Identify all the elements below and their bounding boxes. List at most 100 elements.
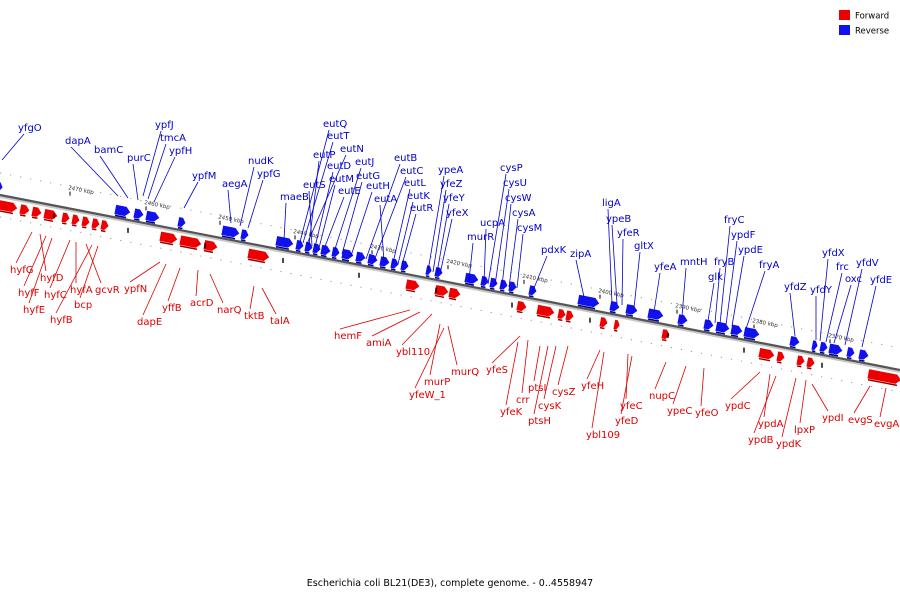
genome-backbone	[0, 193, 900, 372]
reverse-gene-label: ypfM	[192, 171, 216, 182]
forward-leader-line	[700, 367, 705, 407]
forward-gene-arrow	[612, 319, 621, 332]
reverse-gene-label: pdxK	[541, 245, 567, 256]
reverse-gene-label: eutK	[407, 191, 430, 202]
reverse-leader-line	[861, 285, 877, 348]
forward-gene-arrow	[795, 354, 806, 368]
reverse-gene-label: yfgO	[18, 123, 42, 134]
forward-gene-label: ptsI	[528, 383, 546, 394]
reverse-leader-line	[323, 196, 345, 250]
reverse-leader-line	[247, 179, 264, 229]
reverse-leader-line	[789, 292, 796, 337]
reverse-gene-arrow	[274, 235, 295, 250]
reverse-leader-line	[401, 213, 417, 266]
reverse-leader-line	[494, 188, 510, 286]
backbone-shadow	[0, 195, 900, 373]
reverse-leader-line	[341, 181, 363, 255]
forward-gene-label: yfeO	[695, 408, 719, 419]
reverse-leader-line	[333, 167, 362, 253]
reverse-leader-line	[844, 268, 863, 346]
forward-leader-line	[620, 355, 633, 415]
forward-gene-arrow	[60, 211, 71, 225]
reverse-gene-arrow	[507, 280, 518, 294]
forward-leader-line	[447, 325, 458, 366]
reverse-gene-label: yfdV	[856, 258, 879, 269]
forward-gene-label: bcp	[74, 300, 92, 311]
forward-leader-line	[763, 373, 771, 418]
reverse-leader-line	[132, 163, 139, 201]
forward-leader-line	[625, 353, 629, 400]
reverse-gene-arrow	[788, 335, 801, 349]
reverse-leader-line	[833, 284, 852, 344]
forward-gene-arrow	[515, 300, 528, 314]
reverse-leader-line	[392, 188, 411, 264]
forward-gene-label: ypfN	[124, 284, 147, 295]
forward-gene-label: yfeH	[581, 381, 604, 392]
reverse-leader-line	[350, 191, 373, 257]
forward-leader-line	[49, 239, 71, 289]
reverse-gene-label: yfeA	[654, 262, 677, 273]
forward-gene-arrow	[775, 350, 786, 364]
forward-leader-line	[371, 311, 421, 337]
reverse-leader-line	[516, 233, 524, 289]
reverse-leader-line	[714, 267, 721, 324]
forward-leader-line	[142, 263, 167, 316]
forward-gene-arrow	[202, 239, 219, 254]
forward-leader-line	[753, 375, 777, 434]
legend-swatch	[839, 10, 850, 20]
reverse-leader-line	[308, 190, 313, 247]
forward-leader-line	[730, 371, 761, 400]
reverse-leader-line	[436, 203, 450, 274]
reverse-gene-arrow	[311, 242, 322, 256]
reverse-leader-line	[681, 267, 687, 317]
reverse-leader-line	[633, 251, 641, 309]
scale-label: 2450 kbp	[218, 214, 245, 225]
reverse-gene-arrow	[488, 276, 499, 290]
reverse-leader-line	[611, 224, 618, 305]
reverse-gene-arrow	[0, 180, 4, 193]
reverse-gene-label: glk	[708, 272, 723, 283]
forward-gene-label: gcvR	[95, 285, 120, 296]
reverse-leader-line	[432, 189, 447, 273]
forward-leader-line	[853, 385, 871, 414]
forward-gene-label: ypdI	[822, 413, 844, 424]
reverse-gene-arrow	[646, 307, 665, 322]
forward-gene-arrow	[80, 215, 91, 229]
reverse-gene-label: zipA	[570, 249, 591, 260]
forward-gene-label: hyfF	[18, 288, 40, 299]
reverse-leader-line	[153, 156, 176, 203]
reverse-gene-label: gltX	[634, 241, 654, 252]
forward-gene-label: crr	[516, 395, 530, 406]
reverse-gene-label: yfdY	[810, 285, 833, 296]
reverse-gene-arrow	[527, 284, 538, 298]
reverse-leader-line	[819, 258, 829, 342]
reverse-leader-line	[725, 240, 738, 326]
forward-gene-arrow	[805, 356, 816, 370]
reverse-leader-line	[468, 242, 474, 281]
reverse-gene-arrow	[433, 266, 444, 280]
forward-leader-line	[429, 323, 441, 376]
scale-label: 2380 kbp	[752, 318, 779, 329]
forward-leader-line	[799, 379, 807, 424]
reverse-gene-label: ypfH	[169, 146, 192, 157]
forward-gene-arrow	[564, 309, 575, 323]
forward-gene-arrow	[42, 208, 59, 223]
reverse-gene-arrow	[340, 248, 355, 262]
reverse-gene-arrow	[366, 253, 379, 267]
forward-leader-line	[15, 231, 33, 264]
forward-gene-label: ypeC	[667, 406, 692, 417]
genome-caption: Escherichia coli BL21(DE3), complete gen…	[306, 578, 594, 589]
reverse-gene-label: yfeX	[446, 208, 469, 219]
forward-gene-label: murP	[424, 377, 450, 388]
reverse-gene-label: eutL	[404, 178, 426, 189]
reverse-leader-line	[283, 202, 287, 241]
forward-gene-arrow	[99, 219, 110, 233]
reverse-gene-arrow	[378, 255, 391, 269]
reverse-gene-label: eutH	[366, 181, 390, 192]
forward-gene-label: hyfC	[44, 290, 67, 301]
forward-leader-line	[261, 287, 277, 315]
forward-leader-line	[401, 313, 433, 346]
reverse-gene-arrow	[113, 204, 132, 219]
reverse-gene-arrow	[220, 224, 241, 240]
